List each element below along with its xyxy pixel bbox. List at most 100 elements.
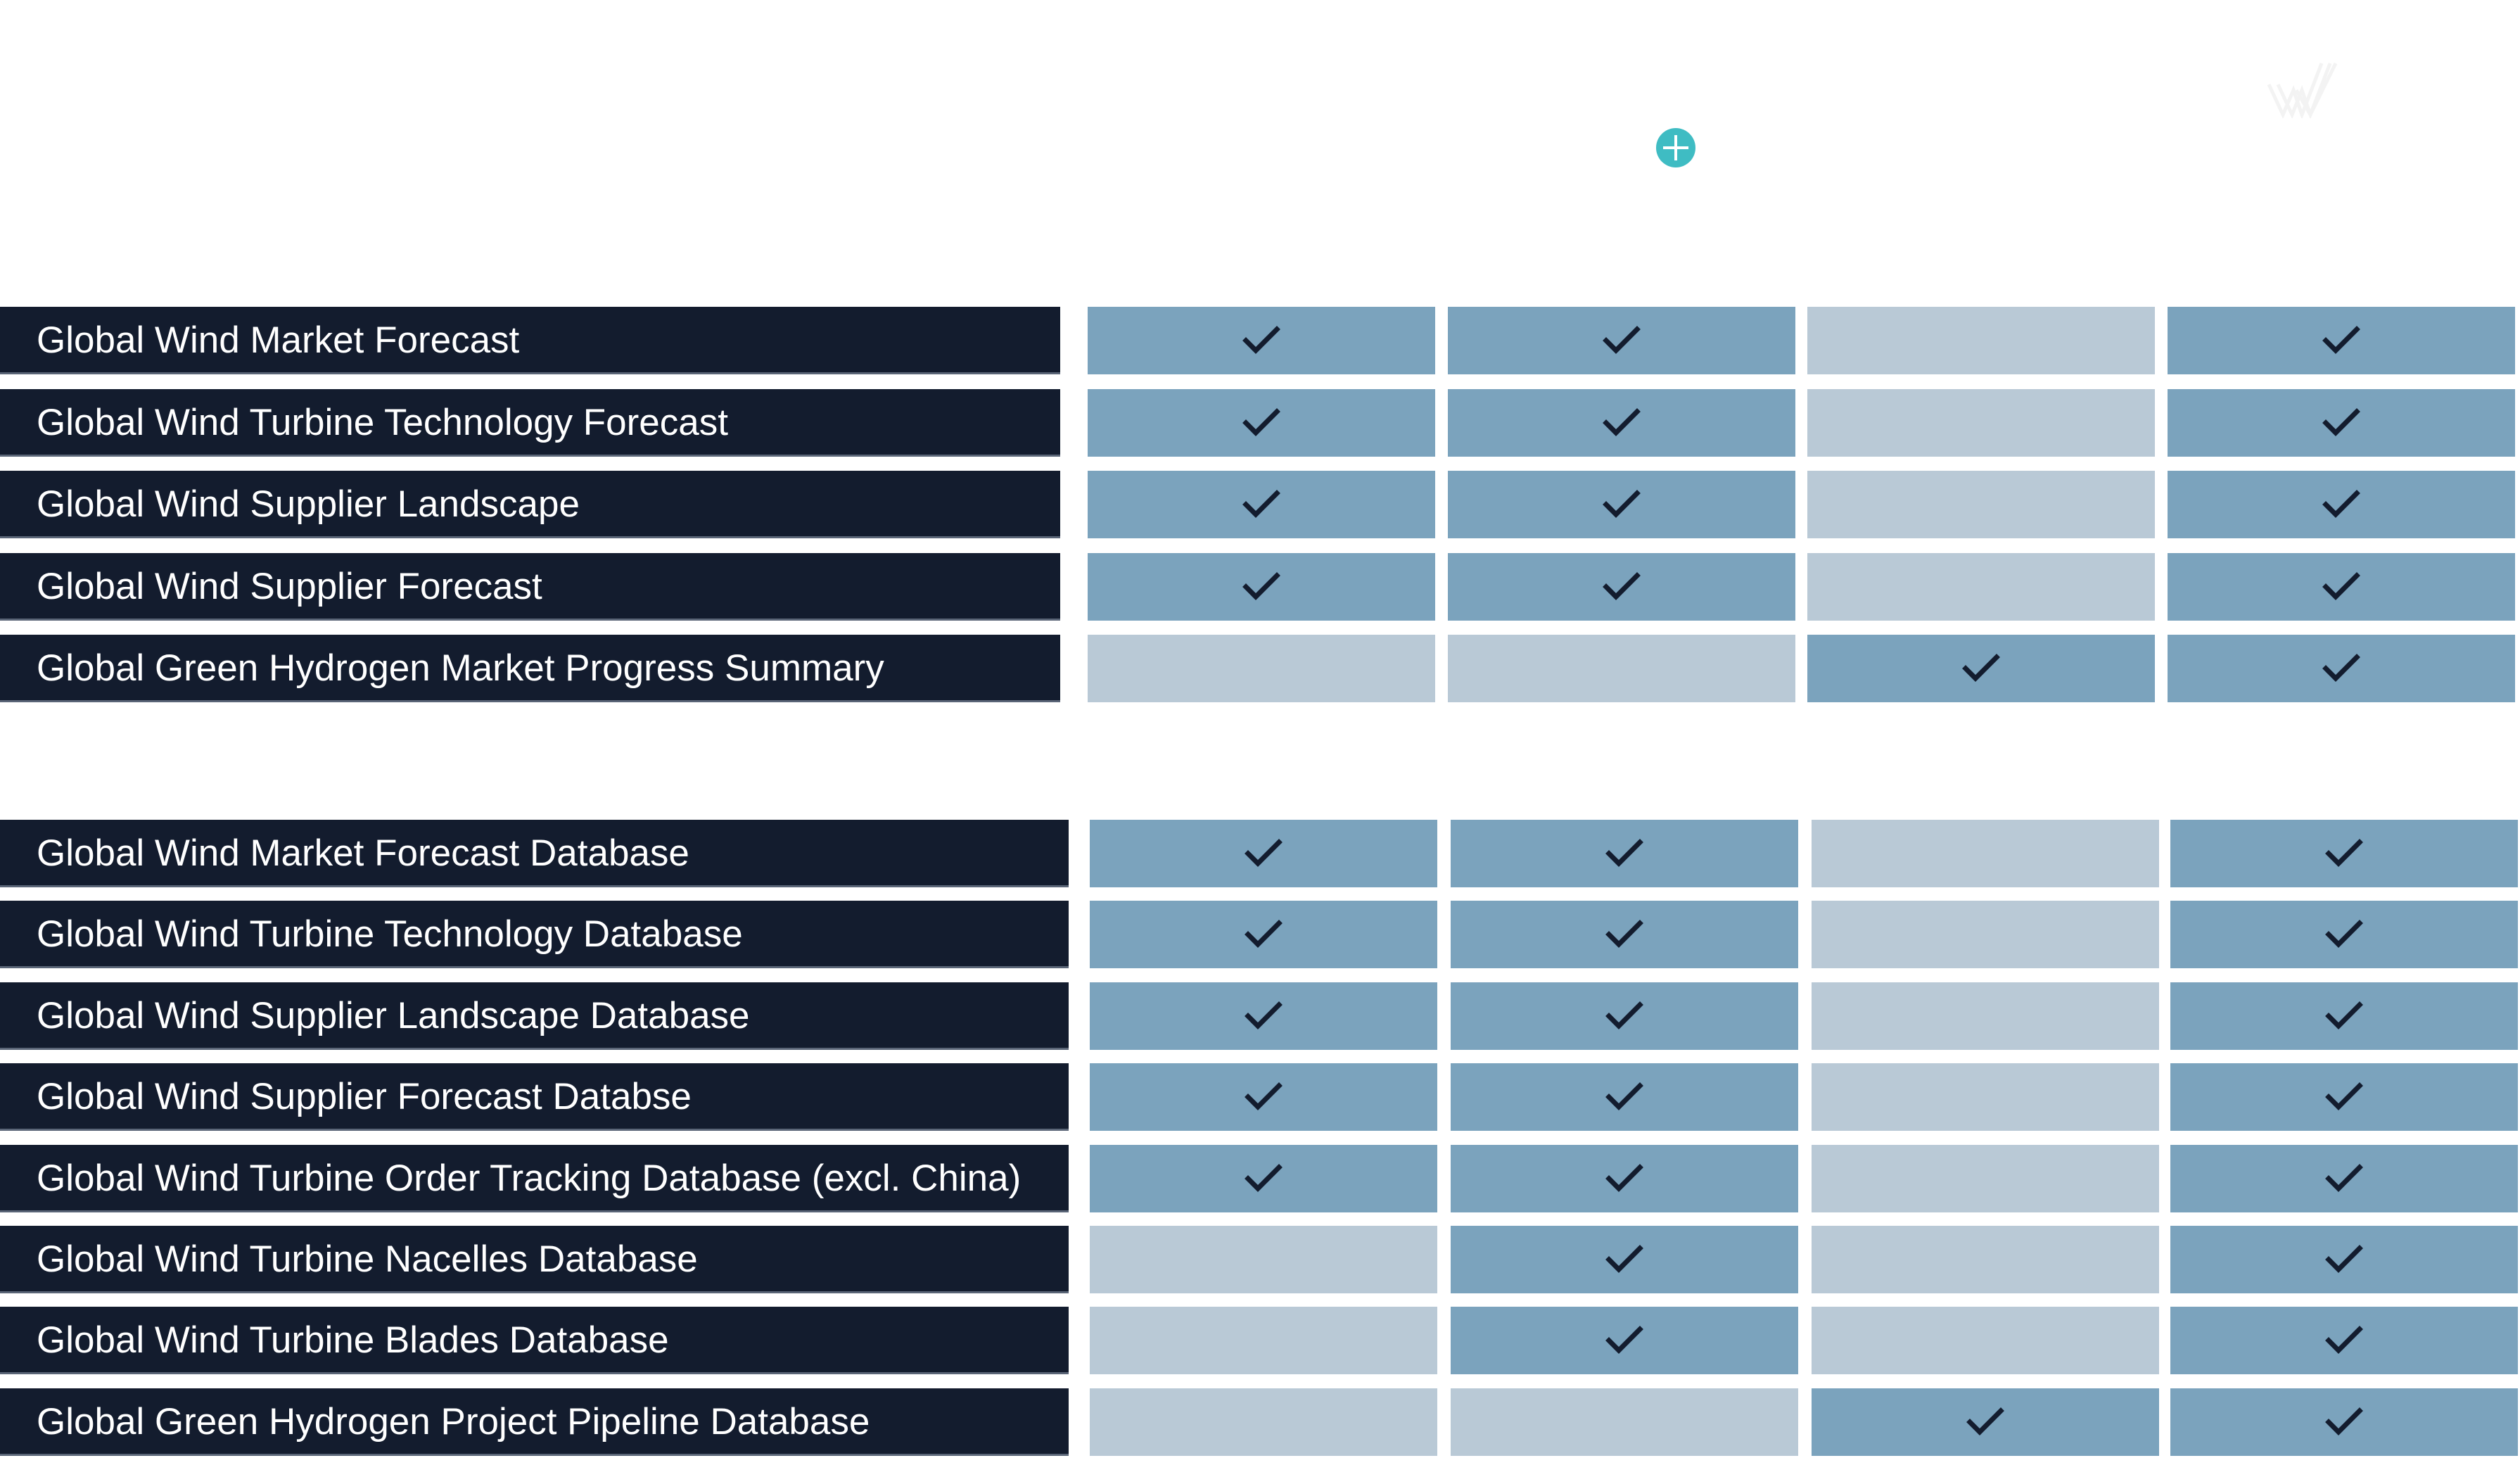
cell-included	[2170, 1145, 2518, 1212]
cell-included	[2168, 307, 2515, 374]
row-label: Global Green Hydrogen Market Progress Su…	[0, 635, 1060, 702]
row-label: Global Wind Turbine Blades Database	[0, 1307, 1069, 1374]
checkmark-icon	[1242, 489, 1281, 520]
cell-included	[2170, 1307, 2518, 1374]
table-row: Global Green Hydrogen Project Pipeline D…	[0, 1388, 2520, 1456]
row-label: Global Wind Supplier Landscape Database	[0, 982, 1069, 1050]
cell-not-included	[1812, 982, 2159, 1050]
checkmark-icon	[1244, 1082, 1283, 1112]
checkmark-icon	[1605, 1082, 1644, 1112]
cell-included	[1448, 553, 1795, 621]
checkmark-icon	[1605, 1163, 1644, 1194]
checkmark-icon	[1244, 1163, 1283, 1194]
checkmark-icon	[2324, 1325, 2364, 1356]
checkmark-icon	[2324, 1082, 2364, 1112]
table-row: Global Green Hydrogen Market Progress Su…	[0, 635, 2520, 702]
row-label: Global Wind Supplier Forecast Databse	[0, 1063, 1069, 1131]
cell-included	[1451, 901, 1798, 968]
checkmark-icon	[2324, 1001, 2364, 1032]
cell-included	[2170, 1388, 2518, 1456]
checkmark-icon	[2324, 1407, 2364, 1438]
cell-included	[1807, 635, 2155, 702]
checkmark-icon	[1242, 571, 1281, 602]
cell-included	[1088, 389, 1435, 457]
cell-included	[1448, 307, 1795, 374]
cell-not-included	[1807, 389, 2155, 457]
cell-included	[2170, 901, 2518, 968]
cell-included	[1451, 982, 1798, 1050]
cell-included	[2168, 635, 2515, 702]
checkmark-icon	[2322, 325, 2361, 356]
cell-included	[1451, 820, 1798, 887]
row-label: Global Wind Market Forecast Database	[0, 820, 1069, 887]
cell-included	[1090, 1145, 1437, 1212]
checkmark-icon	[1244, 838, 1283, 869]
logo-watermark	[2267, 62, 2338, 118]
checkmark-icon	[1242, 407, 1281, 438]
checkmark-icon	[1605, 1244, 1644, 1275]
cell-included	[2170, 820, 2518, 887]
cell-included	[1451, 1145, 1798, 1212]
cell-not-included	[1812, 1145, 2159, 1212]
table-row: Global Wind Market Forecast Database	[0, 820, 2520, 887]
cell-not-included	[1090, 1226, 1437, 1293]
table-row: Global Wind Turbine Nacelles Database	[0, 1226, 2520, 1293]
cell-included	[1448, 471, 1795, 538]
cell-included	[1451, 1063, 1798, 1131]
cell-not-included	[1807, 471, 2155, 538]
cell-not-included	[1812, 1063, 2159, 1131]
checkmark-icon	[2322, 407, 2361, 438]
row-label: Global Wind Supplier Forecast	[0, 553, 1060, 621]
checkmark-icon	[1242, 325, 1281, 356]
cell-included	[1090, 1063, 1437, 1131]
cell-included	[1451, 1307, 1798, 1374]
cell-included	[1448, 389, 1795, 457]
checkmark-icon	[1244, 919, 1283, 950]
cell-not-included	[1090, 1307, 1437, 1374]
checkmark-icon	[2322, 653, 2361, 684]
checkmark-icon	[1961, 653, 2001, 684]
table-row: Global Wind Turbine Blades Database	[0, 1307, 2520, 1374]
cell-included	[1090, 820, 1437, 887]
checkmark-icon	[1244, 1001, 1283, 1032]
cell-not-included	[1090, 1388, 1437, 1456]
cell-not-included	[1088, 635, 1435, 702]
cell-included	[2168, 389, 2515, 457]
cell-not-included	[1812, 1226, 2159, 1293]
cell-not-included	[1807, 307, 2155, 374]
table-row: Global Wind Turbine Technology Database	[0, 901, 2520, 968]
cell-included	[2168, 471, 2515, 538]
checkmark-icon	[1605, 1325, 1644, 1356]
cell-included	[2168, 553, 2515, 621]
row-label: Global Green Hydrogen Project Pipeline D…	[0, 1388, 1069, 1456]
checkmark-icon	[1602, 407, 1641, 438]
cell-included	[1088, 553, 1435, 621]
cell-included	[1090, 901, 1437, 968]
cell-included	[1451, 1226, 1798, 1293]
checkmark-icon	[2324, 919, 2364, 950]
checkmark-icon	[2322, 571, 2361, 602]
cell-included	[2170, 1063, 2518, 1131]
cell-included	[1812, 1388, 2159, 1456]
plus-circle-icon[interactable]	[1656, 128, 1695, 167]
table-row: Global Wind Market Forecast	[0, 307, 2520, 374]
cell-not-included	[1812, 1307, 2159, 1374]
cell-not-included	[1812, 901, 2159, 968]
cell-not-included	[1807, 553, 2155, 621]
table-row: Global Wind Supplier Forecast Databse	[0, 1063, 2520, 1131]
checkmark-icon	[2324, 1244, 2364, 1275]
cell-not-included	[1448, 635, 1795, 702]
table-row: Global Wind Supplier Landscape Database	[0, 982, 2520, 1050]
checkmark-icon	[1605, 1001, 1644, 1032]
checkmark-icon	[2324, 1163, 2364, 1194]
row-label: Global Wind Supplier Landscape	[0, 471, 1060, 538]
row-label: Global Wind Market Forecast	[0, 307, 1060, 374]
checkmark-icon	[1605, 919, 1644, 950]
checkmark-icon	[2322, 489, 2361, 520]
checkmark-icon	[1966, 1407, 2005, 1438]
table-row: Global Wind Turbine Order Tracking Datab…	[0, 1145, 2520, 1212]
table-row: Global Wind Supplier Landscape	[0, 471, 2520, 538]
cell-not-included	[1451, 1388, 1798, 1456]
row-label: Global Wind Turbine Technology Database	[0, 901, 1069, 968]
checkmark-icon	[1602, 571, 1641, 602]
